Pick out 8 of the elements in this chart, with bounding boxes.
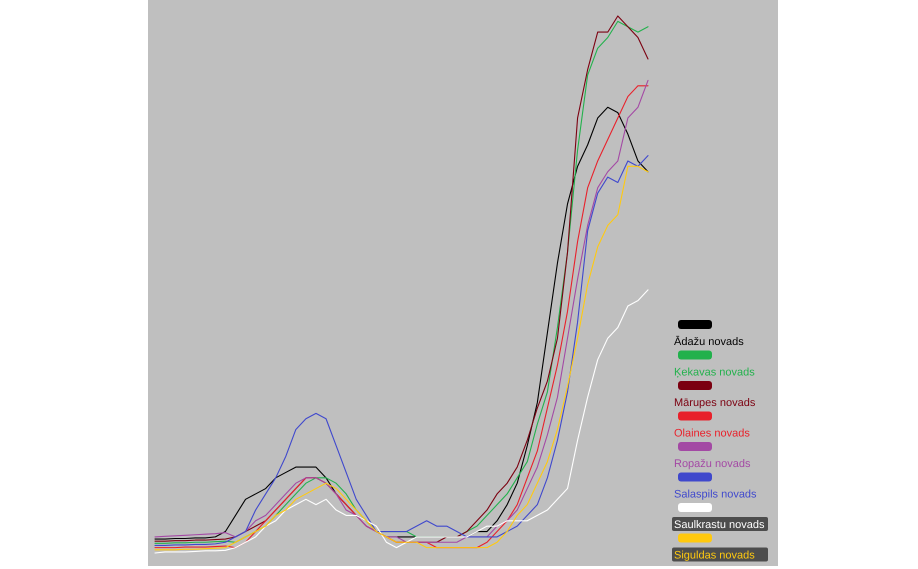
legend-label: Ādažu novads: [674, 335, 744, 348]
legend-label: Ķekavas novads: [674, 366, 756, 378]
legend-label: Mārupes novads: [674, 397, 756, 409]
legend-label: Olaines novads: [674, 428, 750, 440]
legend-label: Ropažu novads: [674, 458, 751, 470]
legend-label: Salaspils novads: [674, 488, 758, 500]
legend-label: Saulkrastu novads: [674, 519, 765, 531]
legend-label: Siguldas novads: [674, 550, 756, 562]
